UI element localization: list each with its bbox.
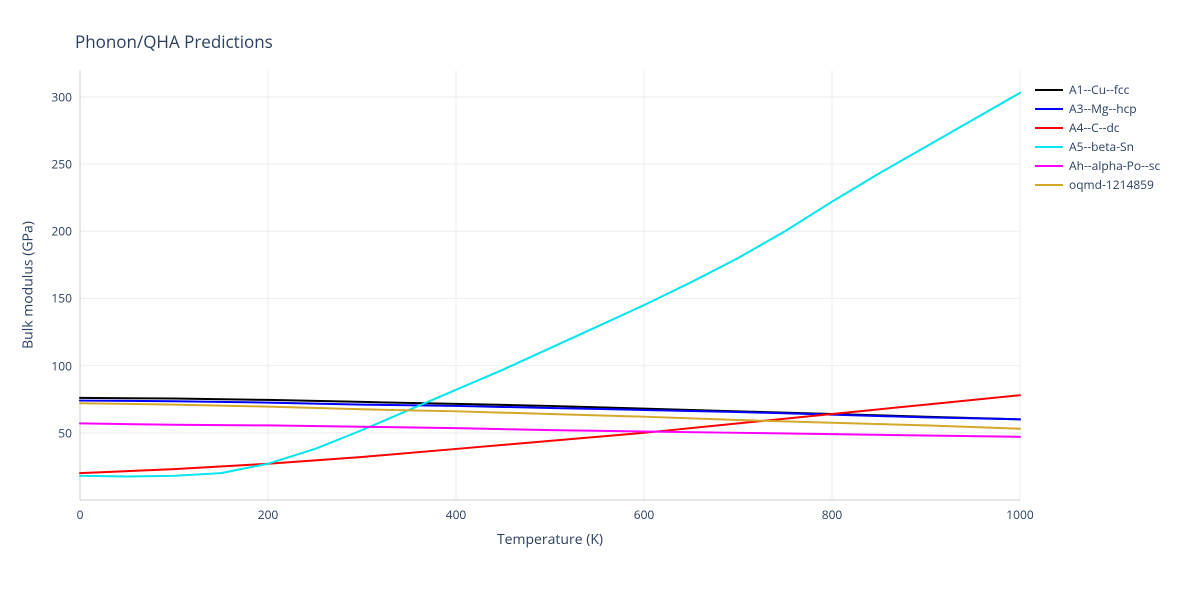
legend-swatch: [1035, 146, 1063, 148]
legend-item[interactable]: oqmd-1214859: [1035, 175, 1160, 194]
legend-item[interactable]: A5--beta-Sn: [1035, 137, 1160, 156]
legend-item[interactable]: A3--Mg--hcp: [1035, 99, 1160, 118]
legend-item[interactable]: A4--C--dc: [1035, 118, 1160, 137]
plot-area[interactable]: [79, 69, 1021, 501]
x-tick-label: 600: [634, 506, 655, 523]
x-tick-label: 0: [77, 506, 84, 523]
x-axis-label: Temperature (K): [497, 530, 603, 549]
legend-item[interactable]: Ah--alpha-Po--sc: [1035, 156, 1160, 175]
chart-title: Phonon/QHA Predictions: [75, 30, 273, 53]
y-axis-label: Bulk modulus (GPa): [19, 70, 38, 500]
chart-container: Phonon/QHA Predictions 0 200 400 600 800 1000…: [0, 0, 1200, 600]
legend-swatch: [1035, 108, 1063, 110]
legend-item[interactable]: A1--Cu--fcc: [1035, 80, 1160, 99]
x-tick-label: 200: [258, 506, 279, 523]
legend-swatch: [1035, 127, 1063, 129]
legend-label: A5--beta-Sn: [1069, 138, 1134, 155]
x-tick-label: 800: [822, 506, 843, 523]
legend-label: Ah--alpha-Po--sc: [1069, 157, 1160, 174]
y-tick-label: 50: [58, 424, 72, 441]
y-tick-label: 150: [51, 290, 72, 307]
y-tick-label: 100: [51, 357, 72, 374]
y-tick-label: 250: [51, 156, 72, 173]
legend-label: A1--Cu--fcc: [1069, 81, 1129, 98]
legend-label: A4--C--dc: [1069, 119, 1120, 136]
x-tick-label: 400: [446, 506, 467, 523]
legend-swatch: [1035, 165, 1063, 167]
y-tick-label: 200: [51, 223, 72, 240]
x-tick-label: 1000: [1006, 506, 1033, 523]
legend-label: oqmd-1214859: [1069, 176, 1154, 193]
legend-swatch: [1035, 89, 1063, 91]
legend-swatch: [1035, 184, 1063, 186]
legend-label: A3--Mg--hcp: [1069, 100, 1137, 117]
legend: A1--Cu--fcc A3--Mg--hcp A4--C--dc A5--beta-…: [1035, 80, 1160, 194]
y-tick-label: 300: [51, 88, 72, 105]
